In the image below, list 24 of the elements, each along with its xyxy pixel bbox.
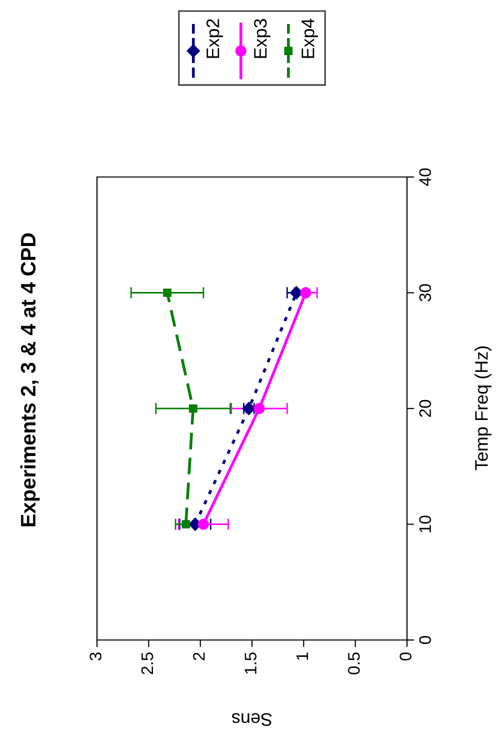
y-tick-label: 30: [419, 284, 432, 302]
point: [300, 287, 312, 298]
legend-label: Exp4: [302, 18, 318, 58]
point: [163, 288, 172, 297]
y-tick-label: 0: [419, 636, 432, 644]
y-tick-label: 40: [419, 168, 432, 186]
x-tick-label: 2: [193, 652, 205, 660]
x-tick-label: 0.5: [348, 652, 360, 674]
text: Experiments 2, 3 & 4 at 4 CPD: [20, 233, 40, 526]
x-tick-label: 2.5: [141, 652, 154, 674]
x-tick-label: 0: [400, 652, 412, 660]
legend-label: Exp2: [206, 19, 223, 58]
y-tick-label: 20: [419, 400, 432, 417]
x-tick-label: 1.5: [244, 652, 256, 674]
point: [188, 404, 198, 413]
x-axis-title: Sens: [232, 713, 272, 726]
y-axis-title: Temp Freq (Hz): [474, 346, 492, 470]
point: [198, 518, 209, 530]
y-tick-label: 10: [419, 516, 432, 532]
x-tick-label: 3: [90, 652, 102, 660]
legend-label: Exp3: [254, 19, 270, 58]
point: [254, 402, 265, 414]
x-tick-label: 1: [296, 652, 308, 660]
point: [182, 520, 190, 528]
